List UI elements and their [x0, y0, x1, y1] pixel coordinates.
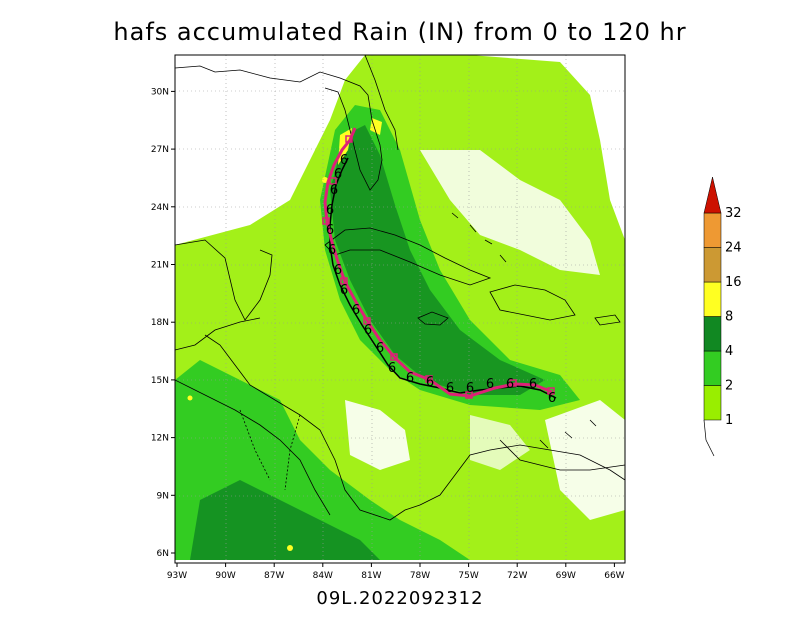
- colorbar-label: 32: [725, 206, 742, 221]
- x-tick-label: 78W: [410, 571, 430, 581]
- track-symbol: 6: [352, 303, 360, 318]
- track-symbol: 6: [426, 375, 434, 390]
- colorbar-segment: [703, 247, 722, 283]
- y-tick-label: 27N: [151, 145, 169, 155]
- track-symbol: 6: [506, 377, 514, 392]
- colorbar-label: 2: [725, 379, 733, 394]
- y-tick-label: 15N: [151, 376, 169, 386]
- track-symbol: 6: [330, 183, 338, 198]
- map-title: hafs accumulated Rain (IN) from 0 to 120…: [113, 18, 687, 46]
- colorbar-label: 8: [725, 310, 733, 325]
- x-tick-label: 66W: [604, 571, 624, 581]
- colorbar-segment: [703, 212, 722, 248]
- track-symbol: 6: [340, 283, 348, 298]
- x-tick-label: 93W: [167, 571, 187, 581]
- x-tick-label: 90W: [215, 571, 235, 581]
- x-tick-label: 69W: [556, 571, 576, 581]
- y-tick-label: 30N: [151, 87, 169, 97]
- x-tick-label: 75W: [458, 571, 478, 581]
- y-tick-label: 9N: [157, 491, 169, 501]
- y-tick-label: 12N: [151, 434, 169, 444]
- x-tick-label: 84W: [313, 571, 333, 581]
- y-tick-label: 21N: [151, 261, 169, 271]
- track-symbol: 6: [334, 167, 342, 182]
- colorbar-top-triangle: [703, 176, 722, 214]
- y-axis: 6N 9N 12N 15N 18N 21N 24N 27N 30N: [151, 87, 175, 559]
- track-symbol: 6: [486, 377, 494, 392]
- track-symbol: 6: [340, 153, 348, 168]
- track-symbol: 6: [548, 391, 556, 406]
- colorbar-label: 1: [725, 413, 733, 428]
- track-symbol: 6: [334, 263, 342, 278]
- track-symbol: 6: [376, 341, 384, 356]
- y-tick-label: 18N: [151, 318, 169, 328]
- x-tick-label: 81W: [361, 571, 381, 581]
- colorbar-segment: [703, 281, 722, 317]
- track-symbol: 6: [406, 371, 414, 386]
- rainfall-field: [175, 55, 625, 560]
- track-symbol: 6: [326, 223, 334, 238]
- track-symbol: 6: [388, 361, 396, 376]
- track-symbol: 6: [328, 243, 336, 258]
- track-symbol: 6: [364, 323, 372, 338]
- y-tick-label: 6N: [157, 549, 169, 559]
- grid-lines: [175, 55, 625, 563]
- x-axis: 93W 90W 87W 84W 81W 78W 75W 72W 69W 66W: [167, 563, 625, 581]
- colorbar-segment: [703, 316, 722, 352]
- run-id-label: 09L.2022092312: [316, 588, 484, 609]
- track-symbol: 6: [446, 381, 454, 396]
- track-symbol: 6: [466, 381, 474, 396]
- colorbar-bottom-tail: [703, 419, 715, 457]
- colorbar-label: 24: [725, 241, 742, 256]
- colorbar-segment: [703, 350, 722, 386]
- track-symbol: 6: [326, 203, 334, 218]
- track-symbol: 6: [529, 377, 537, 392]
- colorbar-label: 4: [725, 344, 733, 359]
- x-tick-label: 72W: [507, 571, 527, 581]
- colorbar-label: 16: [725, 275, 742, 290]
- x-tick-label: 87W: [264, 571, 284, 581]
- plot-border: [174, 54, 626, 564]
- y-tick-label: 24N: [151, 203, 169, 213]
- colorbar-segment: [703, 385, 722, 421]
